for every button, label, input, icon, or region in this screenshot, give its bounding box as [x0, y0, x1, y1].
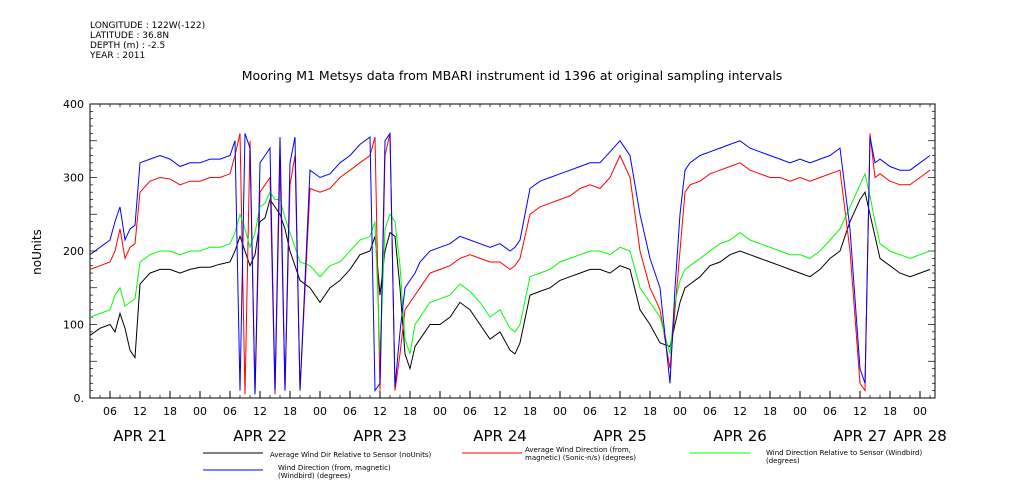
chart-title: Mooring M1 Metsys data from MBARI instru…	[242, 68, 783, 83]
x-day-label: APR 25	[593, 427, 647, 445]
x-day-label: APR 22	[233, 427, 287, 445]
x-tick-label: 12	[253, 405, 267, 418]
x-day-label: APR 26	[713, 427, 767, 445]
x-tick-label: 18	[403, 405, 417, 418]
x-tick-label: 06	[463, 405, 477, 418]
x-tick-label: 18	[763, 405, 777, 418]
x-tick-label: 06	[583, 405, 597, 418]
x-day-label: APR 21	[113, 427, 167, 445]
x-day-label: APR 23	[353, 427, 407, 445]
series-line-4	[89, 131, 931, 395]
series-group	[89, 131, 931, 395]
depth-text: DEPTH (m) : -2.5	[90, 41, 166, 51]
x-tick-label: 06	[703, 405, 717, 418]
x-day-label: APR 28	[893, 427, 947, 445]
y-tick-label: 200	[63, 245, 84, 258]
x-tick-label: 06	[103, 405, 117, 418]
x-day-label: APR 27	[833, 427, 887, 445]
legend: Average Wind Dir Relative to Sensor (noU…	[203, 446, 923, 480]
year-text: YEAR : 2011	[90, 51, 146, 61]
legend-label-1: Average Wind Dir Relative to Sensor (noU…	[270, 451, 431, 459]
y-tick-label: 100	[63, 319, 84, 332]
y-axis-label: noUnits	[30, 229, 44, 275]
x-tick-label: 12	[373, 405, 387, 418]
x-day-label: APR 24	[473, 427, 527, 445]
x-tick-label: 00	[313, 405, 327, 418]
x-tick-label: 18	[523, 405, 537, 418]
x-tick-label: 18	[643, 405, 657, 418]
legend-label-3: Wind Direction Relative to Sensor (Windb…	[766, 449, 923, 465]
x-tick-label: 18	[283, 405, 297, 418]
axes: 06 12 18 00 06 12 18 00 06 12 18 00 06 12 18 00 06 12 18 00…	[63, 98, 947, 445]
x-tick-label: 12	[733, 405, 747, 418]
legend-label-4: Wind Direction (from, magnetic) (Windbird…	[278, 464, 391, 480]
series-line-2	[89, 133, 931, 395]
latitude-text: LATITUDE : 36.8N	[90, 31, 170, 41]
x-tick-label: 06	[823, 405, 837, 418]
series-line-1	[89, 190, 931, 371]
y-tick-label: 300	[63, 172, 84, 185]
x-tick-label: 18	[883, 405, 897, 418]
x-tick-label: 00	[793, 405, 807, 418]
y-tick-label: 400	[63, 98, 84, 111]
plot-frame	[89, 103, 936, 399]
legend-label-2: Average Wind Direction (from, magnetic) (…	[525, 446, 636, 462]
x-tick-label: 12	[133, 405, 147, 418]
x-tick-label: 12	[493, 405, 507, 418]
longitude-text: LONGITUDE : 122W(-122)	[90, 21, 206, 31]
x-tick-label: 00	[433, 405, 447, 418]
x-tick-label: 06	[343, 405, 357, 418]
x-tick-label: 00	[673, 405, 687, 418]
y-tick-label: 0.	[74, 392, 85, 405]
x-tick-label: 06	[223, 405, 237, 418]
x-tick-label: 12	[853, 405, 867, 418]
series-line-3	[89, 172, 931, 355]
x-tick-label: 00	[193, 405, 207, 418]
x-tick-label: 12	[613, 405, 627, 418]
x-tick-label: 00	[913, 405, 927, 418]
x-tick-label: 18	[163, 405, 177, 418]
metadata-block: LONGITUDE : 122W(-122) LATITUDE : 36.8N …	[90, 21, 205, 61]
x-tick-label: 00	[553, 405, 567, 418]
